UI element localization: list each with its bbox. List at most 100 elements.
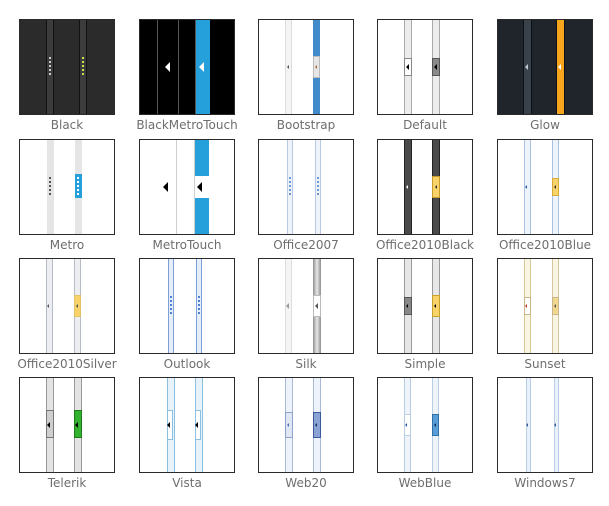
collapse-arrow-icon (47, 304, 49, 308)
skin-option[interactable]: Black (19, 19, 137, 140)
splitbar (47, 20, 53, 114)
skin-preview (19, 377, 115, 473)
skin-label: Glow (530, 118, 560, 132)
skin-label: Office2010Blue (498, 238, 592, 252)
skin-option[interactable]: Office2010Silver (17, 258, 137, 379)
collapse-arrow-icon (525, 304, 527, 308)
skin-label: Web20 (285, 476, 327, 490)
splitbar (47, 140, 54, 234)
skin-label: Outlook (163, 357, 211, 371)
skin-preview (377, 258, 473, 354)
skin-option[interactable]: MetroTouch (139, 139, 257, 260)
skin-option[interactable]: Office2010Black (376, 139, 495, 260)
collapse-arrow-icon (199, 62, 204, 72)
skin-preview (19, 258, 115, 354)
collapse-arrow-icon (406, 185, 408, 189)
skin-label: MetroTouch (152, 238, 222, 252)
skin-option[interactable]: Web20 (258, 377, 376, 498)
grip-dots-icon (170, 296, 172, 316)
skin-preview (497, 377, 593, 473)
skin-preview (497, 139, 593, 235)
collapse-arrow-icon (526, 423, 528, 427)
collapse-arrow-icon (558, 64, 561, 70)
grip-dots-icon (49, 57, 51, 77)
skin-option[interactable]: Sunset (497, 258, 609, 379)
skin-option[interactable]: Outlook (139, 258, 257, 379)
skin-option[interactable]: Silk (258, 258, 376, 379)
skin-preview (139, 139, 235, 235)
skin-label: Office2007 (273, 238, 339, 252)
collapse-button (404, 414, 411, 436)
collapse-button (432, 295, 440, 317)
collapse-arrow-icon (315, 65, 317, 69)
skin-option[interactable]: WebBlue (377, 377, 495, 498)
collapse-arrow-icon (287, 65, 289, 69)
splitbar (194, 140, 195, 234)
splitbar (80, 20, 86, 114)
skin-option[interactable]: Simple (377, 258, 495, 379)
grip-dots-icon (289, 177, 291, 197)
collapse-arrow-icon (76, 304, 78, 308)
skin-option[interactable]: Metro (19, 139, 137, 260)
collapse-arrow-icon (195, 422, 198, 428)
skin-preview (19, 19, 115, 115)
collapse-arrow-icon (554, 304, 556, 308)
collapse-arrow-icon (525, 185, 527, 189)
skin-label: Office2010Silver (17, 357, 117, 371)
collapse-button (313, 412, 321, 438)
collapse-arrow-icon (406, 64, 409, 70)
skin-preview (258, 377, 354, 473)
skin-label: Default (403, 118, 447, 132)
collapse-arrow-icon (434, 64, 437, 70)
skin-label: Black (50, 118, 84, 132)
skin-option[interactable]: Default (377, 19, 495, 140)
collapse-arrow-icon (287, 423, 289, 427)
skin-option[interactable]: BlackMetroTouch (136, 19, 257, 140)
collapse-arrow-icon (434, 304, 436, 308)
skin-label: Telerik (47, 476, 87, 490)
splitbar (157, 20, 158, 114)
skin-option[interactable]: Office2010Blue (497, 139, 609, 260)
collapse-button (46, 410, 54, 438)
skin-preview (497, 258, 593, 354)
collapse-arrow-icon (525, 64, 528, 70)
collapse-button (195, 176, 209, 198)
skin-option[interactable]: Bootstrap (258, 19, 376, 140)
splitbar (564, 20, 565, 114)
skin-option[interactable]: Glow (497, 19, 609, 140)
splitbar (176, 140, 177, 234)
skin-preview (19, 139, 115, 235)
splitbar (531, 20, 532, 114)
skin-label: Bootstrap (276, 118, 336, 132)
skin-preview (139, 258, 235, 354)
collapse-arrow-icon (167, 422, 170, 428)
skin-option[interactable]: Windows7 (497, 377, 609, 498)
splitbar (86, 20, 87, 114)
skin-preview (258, 258, 354, 354)
splitbar (46, 259, 53, 353)
splitbar (168, 259, 174, 353)
collapse-arrow-icon (197, 182, 202, 192)
skin-preview (139, 19, 235, 115)
skin-preview (377, 377, 473, 473)
skin-label: WebBlue (398, 476, 452, 490)
splitbar (53, 20, 54, 114)
splitbar (524, 140, 531, 234)
collapse-arrow-icon (286, 303, 289, 309)
collapse-button (404, 297, 412, 315)
grip-dots-icon (77, 177, 79, 197)
splitbar (196, 259, 202, 353)
skin-label: Silk (295, 357, 317, 371)
collapse-arrow-icon (434, 423, 436, 427)
collapse-arrow-icon (163, 182, 168, 192)
collapse-arrow-icon (315, 423, 317, 427)
skin-preview (377, 19, 473, 115)
skin-option[interactable]: Telerik (19, 377, 137, 498)
collapse-button (285, 412, 293, 438)
skin-option[interactable]: Office2007 (258, 139, 376, 260)
grip-dots-icon (49, 177, 51, 197)
collapse-button (524, 297, 531, 315)
skin-option[interactable]: Vista (139, 377, 257, 498)
skin-preview (258, 139, 354, 235)
